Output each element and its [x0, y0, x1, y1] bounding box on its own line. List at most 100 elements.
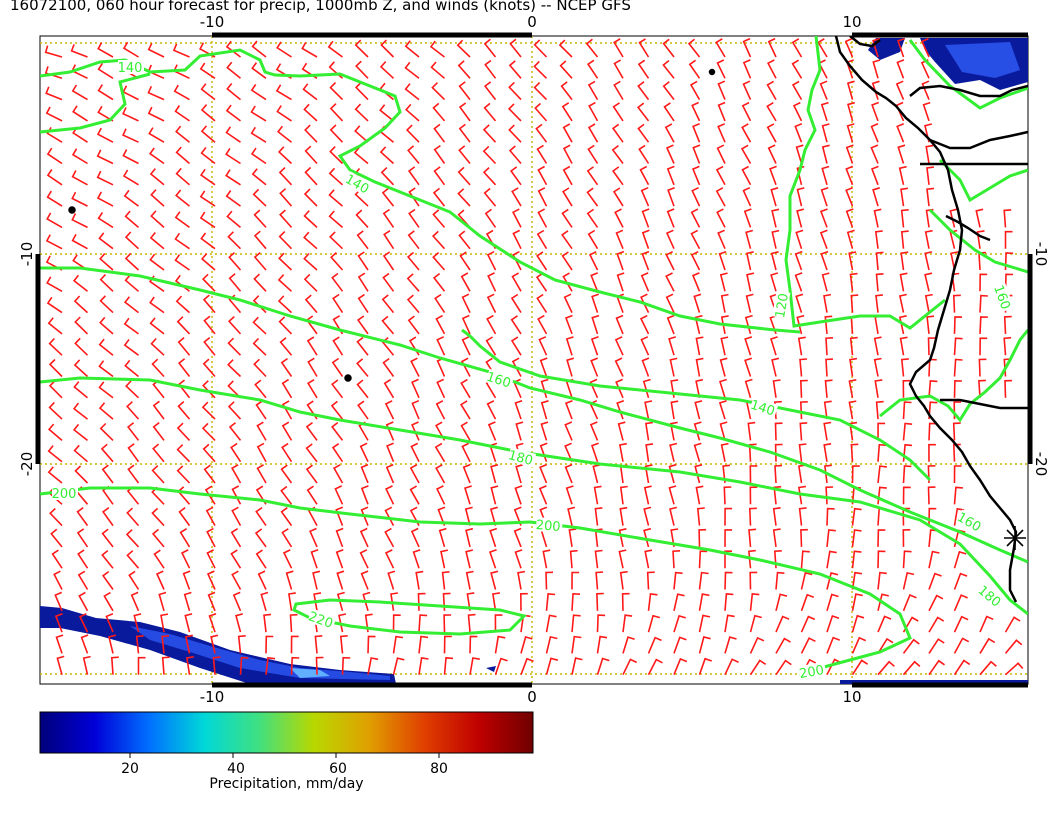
contour-label-bg	[485, 368, 515, 391]
wind-barb-icon	[488, 549, 497, 569]
wind-barb-icon	[359, 527, 369, 548]
wind-barb-icon	[339, 635, 348, 654]
wind-barb-icon	[225, 40, 241, 58]
contour-label: 140	[748, 398, 776, 420]
contour-label-bg	[772, 290, 791, 319]
wind-barb-icon	[508, 60, 522, 79]
wind-barb-icon	[820, 187, 829, 207]
wind-barb-icon	[691, 165, 701, 186]
wind-barb-icon	[744, 357, 753, 377]
wind-barb-icon	[877, 660, 895, 676]
wind-barb-icon	[928, 550, 940, 569]
wind-barb-icon	[82, 655, 91, 675]
wind-barb-icon	[227, 231, 242, 250]
wind-barb-icon	[641, 229, 650, 249]
wind-barb-icon	[694, 464, 703, 484]
wind-barb-icon	[280, 507, 293, 527]
wind-barb-icon	[201, 422, 216, 441]
wind-barb-icon	[622, 614, 633, 633]
wind-barb-icon	[742, 59, 752, 79]
wind-barb-icon	[382, 272, 395, 292]
colorbar-tick: 60	[329, 761, 347, 777]
wind-barb-icon	[826, 507, 835, 526]
wind-barb-icon	[825, 337, 834, 356]
wind-barb-icon	[280, 485, 293, 505]
wind-barb-icon	[902, 486, 911, 505]
wind-barb-icon	[232, 591, 242, 612]
wind-barb-icon	[250, 105, 267, 122]
wind-barb-icon	[101, 464, 114, 484]
wind-barb-icon	[226, 61, 242, 79]
wind-barb-icon	[432, 272, 446, 292]
wind-barb-icon	[665, 293, 675, 313]
wind-barb-icon	[78, 591, 89, 612]
wind-barb-icon	[392, 614, 401, 633]
wind-barb-icon	[902, 593, 917, 612]
wind-barb-icon	[902, 422, 913, 441]
wind-barb-icon	[462, 463, 471, 484]
wind-barb-icon	[926, 315, 935, 334]
wind-barb-icon	[460, 378, 471, 399]
wind-barb-icon	[643, 527, 652, 548]
wind-barb-icon	[715, 187, 726, 207]
wind-barb-icon	[749, 636, 765, 654]
wind-barb-icon	[774, 464, 783, 484]
wind-barb-icon	[465, 527, 474, 548]
wind-barb-icon	[562, 144, 573, 164]
wind-barb-icon	[979, 273, 988, 292]
wind-barb-icon	[644, 400, 653, 420]
wind-barb-icon	[976, 230, 985, 249]
colorbar-tick: 80	[430, 761, 448, 777]
wind-barb-icon	[174, 211, 190, 229]
wind-barb-icon	[304, 166, 318, 186]
wind-barb-icon	[287, 592, 296, 611]
wind-barb-icon	[101, 570, 114, 590]
wind-barb-icon	[122, 169, 139, 186]
contour-label: 200	[535, 518, 561, 535]
wind-barb-icon	[564, 421, 573, 441]
wind-barb-icon	[698, 636, 711, 654]
wind-barb-icon	[309, 527, 318, 548]
wind-barb-icon	[44, 66, 63, 80]
wind-barb-icon	[489, 527, 498, 548]
wind-barb-icon	[230, 528, 242, 548]
wind-barb-icon	[875, 400, 884, 420]
wind-barb-icon	[47, 317, 63, 335]
wind-barb-icon	[227, 337, 242, 356]
wind-barb-icon	[902, 401, 912, 420]
wind-barb-icon	[227, 401, 242, 420]
wind-barb-icon	[50, 528, 63, 548]
wind-barb-icon	[72, 402, 88, 420]
wind-barb-icon	[953, 507, 965, 526]
wind-barb-icon	[123, 339, 139, 356]
wind-barb-icon	[99, 273, 114, 292]
wind-barb-icon	[716, 208, 726, 228]
wind-barb-icon	[508, 145, 522, 165]
wind-barb-icon	[664, 123, 675, 143]
wind-barb-icon	[796, 208, 805, 228]
wind-barb-icon	[408, 187, 420, 207]
wind-barb-icon	[820, 101, 829, 122]
wind-barb-icon	[430, 61, 446, 79]
wind-barb-icon	[691, 101, 701, 122]
wind-barb-icon	[925, 144, 934, 164]
wind-barb-icon	[124, 252, 140, 271]
wind-barb-icon	[433, 123, 446, 143]
wind-barb-icon	[826, 636, 840, 654]
wind-barb-icon	[464, 485, 472, 505]
wind-barb-icon	[641, 357, 650, 377]
lat-tick-left: -10	[18, 242, 36, 267]
wind-barb-icon	[717, 101, 726, 122]
wind-barb-icon	[897, 144, 906, 164]
wind-barb-icon	[48, 337, 63, 356]
wind-barb-icon	[519, 592, 528, 611]
wind-barb-icon	[202, 380, 216, 399]
wind-barb-icon	[724, 529, 733, 547]
wind-barb-icon	[845, 186, 854, 207]
wind-barb-icon	[846, 123, 855, 143]
wind-barb-icon	[357, 293, 369, 314]
wind-barb-icon	[771, 229, 780, 249]
wind-barb-icon	[533, 82, 548, 101]
wind-barb-icon	[564, 442, 573, 463]
wind-barb-icon	[769, 165, 777, 186]
